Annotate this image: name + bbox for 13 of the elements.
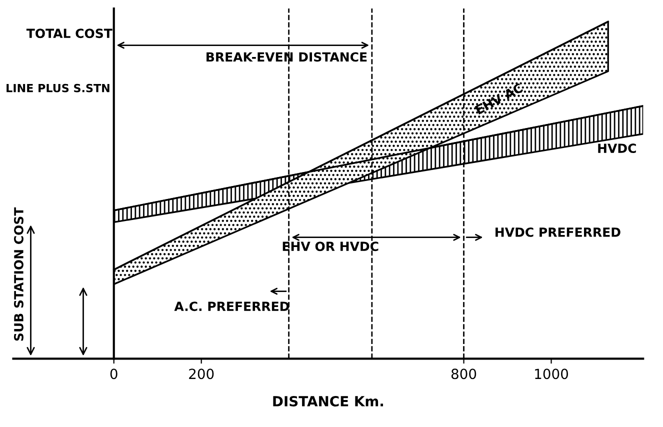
- ref-line-label: A.C. PREFERRED: [174, 302, 290, 312]
- x-tick-label: 0: [110, 368, 118, 380]
- text: HVDC: [598, 144, 636, 153]
- x-tick-label: 1000: [535, 368, 568, 380]
- annotation: LINE PLUS S.STN: [6, 84, 110, 92]
- ref-line-label: HVDC PREFERRED: [496, 227, 620, 237]
- x-tick-label: 200: [189, 368, 214, 380]
- annotation: EHV OR HVDC: [282, 242, 378, 252]
- x-axis-title: DISTANCE Km.: [273, 396, 384, 406]
- annotation: SUB STATION COST: [14, 207, 24, 341]
- y-axis-title: TOTAL COST: [26, 28, 112, 38]
- x-tick-label: 800: [451, 368, 476, 380]
- ref-line-label: BREAK-EVEN DISTANCE: [206, 52, 367, 62]
